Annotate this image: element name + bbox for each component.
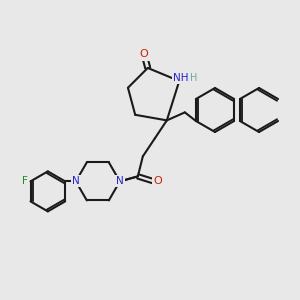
Text: H: H bbox=[190, 73, 197, 83]
Text: N: N bbox=[72, 176, 80, 186]
Text: O: O bbox=[154, 176, 162, 186]
Text: O: O bbox=[140, 50, 148, 59]
Text: N: N bbox=[116, 176, 124, 186]
Text: NH: NH bbox=[173, 73, 189, 83]
Text: F: F bbox=[22, 176, 28, 186]
